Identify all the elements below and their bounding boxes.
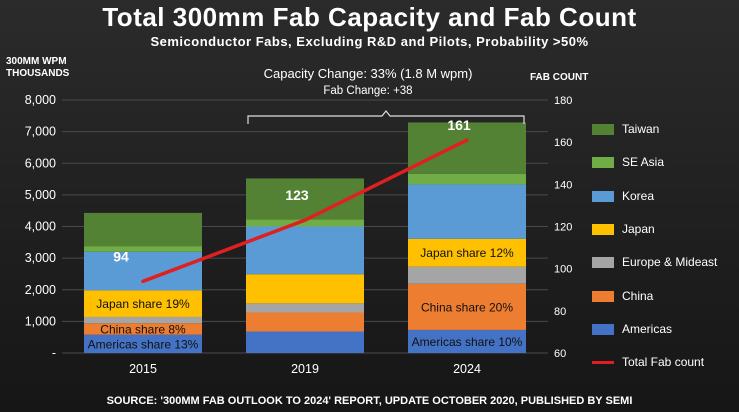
bar-segment bbox=[246, 226, 364, 275]
bar-segment bbox=[84, 323, 202, 335]
y-tick-label: 8,000 bbox=[25, 93, 56, 107]
y2-tick-label: 100 bbox=[554, 264, 572, 276]
bar-segment bbox=[84, 246, 202, 252]
bar-segment bbox=[408, 173, 526, 185]
y-tick-label: 2,000 bbox=[25, 283, 56, 297]
x-tick-label: 2015 bbox=[129, 362, 157, 376]
y2-tick-label: 60 bbox=[554, 348, 566, 360]
bar-segment bbox=[408, 266, 526, 284]
bar-segment bbox=[84, 251, 202, 291]
legend-item: China bbox=[592, 289, 732, 305]
y2-tick-label: 160 bbox=[554, 137, 572, 149]
legend-label: SE Asia bbox=[622, 155, 665, 170]
bar-segment bbox=[84, 316, 202, 324]
bar-segment bbox=[246, 312, 364, 332]
legend-item: Japan bbox=[592, 222, 732, 238]
y-tick-label: 4,000 bbox=[25, 220, 56, 234]
legend-label: Americas bbox=[622, 321, 673, 336]
chart-subtitle: Semiconductor Fabs, Excluding R&D and Pi… bbox=[150, 34, 589, 49]
legend-swatch bbox=[592, 323, 614, 335]
bar-segment bbox=[408, 122, 526, 174]
legend-label: Europe & Mideast bbox=[622, 255, 718, 270]
bar-data-label: China share 8% bbox=[100, 322, 186, 336]
fab-count-line bbox=[141, 138, 469, 284]
bar-segment bbox=[246, 303, 364, 313]
legend-line-swatch bbox=[592, 361, 614, 365]
legend-label: China bbox=[622, 288, 654, 303]
legend-item: Europe & Mideast bbox=[592, 255, 732, 271]
legend-swatch bbox=[592, 157, 614, 169]
y-tick-label: 5,000 bbox=[25, 188, 56, 202]
bar-data-label: Japan share 19% bbox=[96, 297, 190, 311]
bar-segment bbox=[408, 238, 526, 267]
bar-segment bbox=[408, 329, 526, 353]
y2-axis-label: FAB COUNT bbox=[530, 72, 589, 83]
fab-change-annotation: Fab Change: +38 bbox=[323, 85, 413, 97]
bar-segment bbox=[246, 219, 364, 227]
bar-segment bbox=[84, 334, 202, 353]
chart-title: Total 300mm Fab Capacity and Fab Count bbox=[102, 2, 637, 32]
bar-segment bbox=[84, 212, 202, 247]
y-tick-label: 3,000 bbox=[25, 251, 56, 265]
y2-tick-label: 180 bbox=[554, 95, 572, 107]
y-tick-label: 1,000 bbox=[25, 314, 56, 328]
fab-count-data-label: 123 bbox=[285, 187, 309, 203]
y-axis-label-line: 300MM WPM bbox=[6, 56, 67, 67]
legend-item: Total Fab count bbox=[592, 355, 732, 371]
y-tick-label: 7,000 bbox=[25, 125, 56, 139]
source-note: SOURCE: '300MM FAB OUTLOOK TO 2024' REPO… bbox=[106, 395, 633, 407]
legend-swatch bbox=[592, 257, 614, 269]
y2-tick-label: 120 bbox=[554, 222, 572, 234]
bar-data-label: China share 20% bbox=[421, 300, 513, 314]
legend-swatch bbox=[592, 190, 614, 202]
y-tick-label: - bbox=[52, 346, 56, 360]
bar-data-label: Americas share 13% bbox=[88, 337, 199, 351]
capacity-change-annotation: Capacity Change: 33% (1.8 M wpm) bbox=[263, 66, 473, 81]
legend-item: Americas bbox=[592, 322, 732, 338]
legend-swatch bbox=[592, 290, 614, 302]
y-axis-label: 300MM WPM THOUSANDS bbox=[6, 56, 69, 80]
bar-segment bbox=[408, 283, 526, 330]
y-axis-label-line: THOUSANDS bbox=[6, 68, 70, 79]
legend-label: Taiwan bbox=[622, 122, 660, 136]
legend-label: Total Fab count bbox=[622, 355, 705, 370]
y2-tick-label: 140 bbox=[554, 179, 572, 191]
legend-label: Japan bbox=[622, 221, 655, 236]
legend-label: Korea bbox=[622, 188, 655, 203]
change-bracket bbox=[247, 110, 525, 124]
bar-segment bbox=[408, 184, 526, 239]
legend-item: Korea bbox=[592, 189, 732, 205]
x-tick-label: 2024 bbox=[453, 362, 481, 376]
bar-segment bbox=[246, 274, 364, 304]
bar-data-label: Japan share 12% bbox=[420, 246, 514, 260]
y2-tick-label: 80 bbox=[554, 306, 566, 318]
fab-count-data-label: 161 bbox=[447, 117, 471, 133]
legend-swatch bbox=[592, 124, 614, 135]
bar-segment bbox=[84, 290, 202, 317]
bar-segment bbox=[246, 331, 364, 353]
bar-data-label: Americas share 10% bbox=[412, 335, 523, 349]
x-tick-label: 2019 bbox=[291, 362, 319, 376]
legend-item: SE Asia bbox=[592, 155, 732, 171]
legend-item: Taiwan bbox=[592, 122, 732, 138]
fab-count-data-label: 94 bbox=[113, 248, 129, 264]
y-tick-label: 6,000 bbox=[25, 156, 56, 170]
legend-swatch bbox=[592, 223, 614, 235]
